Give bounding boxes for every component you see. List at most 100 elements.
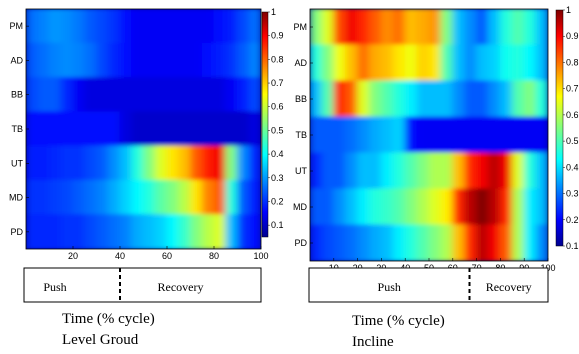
right-heatmap-cell bbox=[523, 9, 537, 46]
right-heatmap-cell bbox=[310, 9, 323, 46]
right-heatmap-cell bbox=[369, 44, 382, 82]
right-heatmap-cell bbox=[380, 116, 394, 154]
left-heatmap-cell bbox=[143, 77, 156, 113]
right-heatmap-cell bbox=[404, 44, 418, 82]
left-heatmap-cell bbox=[60, 145, 74, 181]
right-heatmap-cell bbox=[464, 152, 478, 190]
left-heatmap-cell bbox=[60, 9, 74, 44]
right-heatmap-cell bbox=[523, 152, 537, 190]
right-heatmap-cell bbox=[416, 9, 430, 46]
right-heatmap-cell bbox=[476, 9, 489, 46]
right-heatmap-cell bbox=[511, 188, 525, 226]
left-heatmap-cell bbox=[49, 179, 62, 216]
left-phase-frame bbox=[23, 267, 262, 303]
right-heatmap-cell bbox=[357, 44, 370, 82]
right-heatmap-cell bbox=[511, 224, 525, 261]
left-heatmap-cell bbox=[166, 145, 180, 181]
right-heatmap-cell bbox=[452, 9, 466, 46]
left-heatmap-cell bbox=[201, 111, 215, 147]
right-heatmap-cell bbox=[392, 116, 406, 154]
left-heatmap-cell bbox=[96, 77, 109, 113]
left-heatmap-cell bbox=[26, 42, 39, 79]
left-heatmap-cell bbox=[37, 111, 50, 147]
right-colorbar-gradient bbox=[555, 9, 564, 247]
left-heatmap-cell bbox=[143, 111, 156, 147]
left-heatmap-cell bbox=[84, 9, 97, 44]
left-heatmap-cell bbox=[143, 42, 156, 79]
left-heatmap-cell bbox=[107, 145, 121, 181]
right-heatmap-cell bbox=[345, 116, 359, 154]
left-heatmap-cell bbox=[225, 42, 238, 79]
left-heatmap-cell bbox=[178, 111, 191, 147]
right-heatmap-cell bbox=[404, 188, 418, 226]
left-heatmap-cell bbox=[131, 9, 144, 44]
left-row-label: UT bbox=[11, 158, 23, 168]
right-heatmap-cell bbox=[310, 44, 323, 82]
left-heatmap-cell bbox=[49, 214, 62, 249]
left-heatmap-cell bbox=[248, 77, 261, 113]
left-heatmap-cell bbox=[178, 145, 191, 181]
right-heatmap-cell bbox=[535, 188, 548, 226]
right-heatmap-cell bbox=[321, 80, 335, 118]
left-colorbar-tick-label: 0.7 bbox=[271, 78, 284, 88]
right-heatmap-cell bbox=[535, 116, 548, 154]
right-heatmap-cell bbox=[488, 80, 501, 118]
left-heatmap-cell bbox=[60, 77, 74, 113]
right-heatmap-cell bbox=[357, 224, 370, 261]
right-heatmap-cell bbox=[452, 80, 466, 118]
left-heatmap-cell bbox=[107, 9, 121, 44]
left-heatmap-cell bbox=[166, 9, 180, 44]
right-colorbar-tick-label: 0.2 bbox=[566, 215, 579, 225]
right-heatmap-cell bbox=[511, 9, 525, 46]
right-colorbar: 1 0.9 0.8 0.7 0.6 0.5 0.4 0.3 0.2 0.1 bbox=[555, 5, 579, 251]
left-x-tick-label: 80 bbox=[209, 251, 219, 261]
left-heatmap-cell bbox=[107, 77, 121, 113]
left-heatmap-cell bbox=[237, 77, 250, 113]
left-heatmap-cell bbox=[84, 145, 97, 181]
right-heatmap-cell bbox=[488, 224, 501, 261]
right-heatmap-cell bbox=[357, 188, 370, 226]
right-row-label: UT bbox=[295, 166, 307, 176]
left-heatmap-cell bbox=[248, 179, 261, 216]
left-heatmap-cell bbox=[248, 145, 261, 181]
left-heatmap-cell bbox=[178, 42, 191, 79]
left-heatmap-cell bbox=[225, 214, 238, 249]
right-heatmap-cell bbox=[511, 44, 525, 82]
left-heatmap-cell bbox=[154, 77, 168, 113]
left-heatmap-cell bbox=[237, 111, 250, 147]
right-heatmap-cell bbox=[535, 9, 548, 46]
left-heatmap-cell bbox=[178, 9, 191, 44]
left-heatmap-cell bbox=[119, 145, 133, 181]
right-heatmap-cell bbox=[523, 116, 537, 154]
right-heatmap-cell bbox=[357, 80, 370, 118]
left-heatmap-cell bbox=[190, 77, 203, 113]
right-heatmap-cell bbox=[416, 44, 430, 82]
right-row-label: AD bbox=[294, 58, 307, 68]
left-heatmap-cell bbox=[37, 145, 50, 181]
left-heatmap-cell bbox=[107, 42, 121, 79]
left-heatmap-cell bbox=[119, 179, 133, 216]
left-heatmap-cell bbox=[72, 179, 86, 216]
left-x-tick-label: 100 bbox=[253, 251, 268, 261]
left-heatmap-cell bbox=[178, 179, 191, 216]
left-x-tick-label: 40 bbox=[115, 251, 125, 261]
left-heatmap-cell bbox=[225, 179, 238, 216]
left-heatmap-cell bbox=[107, 179, 121, 216]
left-colorbar-tick-label: 0.4 bbox=[271, 149, 284, 159]
left-colorbar-tick-label: 0.1 bbox=[271, 220, 284, 230]
right-heatmap-cell bbox=[488, 152, 501, 190]
left-colorbar-tick-label: 0.5 bbox=[271, 125, 284, 135]
left-heatmap-cell bbox=[84, 77, 97, 113]
right-heatmap-cell bbox=[416, 224, 430, 261]
right-heatmap-cell bbox=[499, 9, 513, 46]
left-heatmap-cell bbox=[213, 42, 227, 79]
right-heatmap-cell bbox=[345, 224, 359, 261]
left-heatmap-cell bbox=[166, 77, 180, 113]
left-heatmap-cell bbox=[225, 9, 238, 44]
right-heatmap-cell bbox=[428, 9, 442, 46]
left-heatmap-cell bbox=[72, 9, 86, 44]
left-heatmap-cell bbox=[84, 214, 97, 249]
left-heatmap-cell bbox=[49, 42, 62, 79]
right-heatmap-cell bbox=[392, 44, 406, 82]
